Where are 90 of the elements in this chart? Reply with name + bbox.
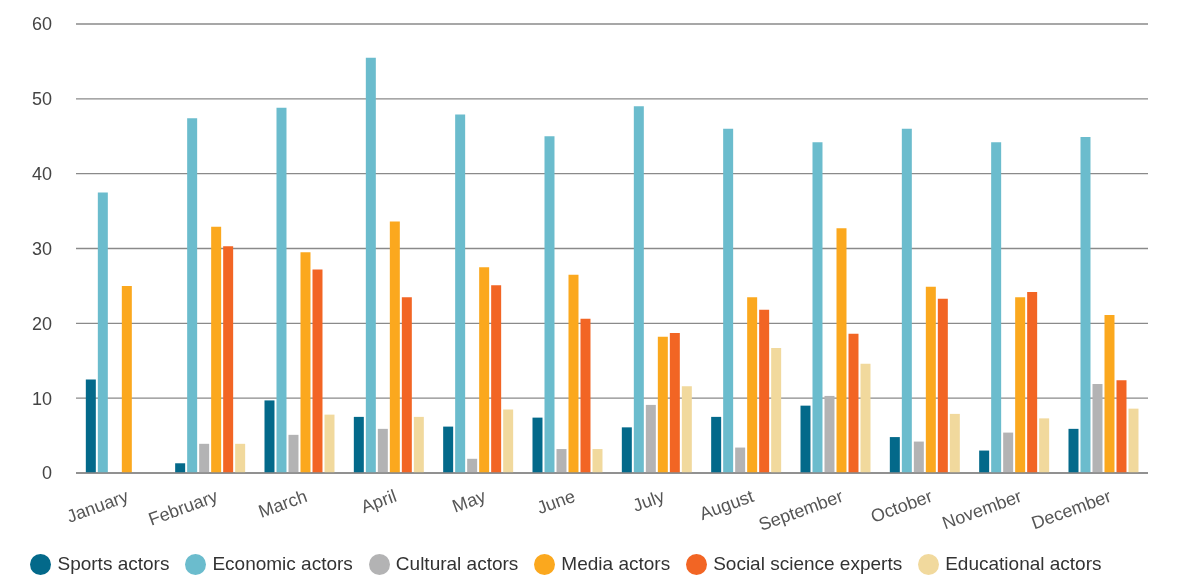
bar: [633, 106, 644, 473]
y-tick-label: 20: [31, 313, 52, 334]
bar: [365, 57, 376, 473]
bar: [1104, 315, 1115, 473]
y-tick-label: 0: [41, 463, 52, 484]
y-tick-label: 50: [31, 89, 52, 110]
legend-label: Media actors: [561, 553, 671, 574]
bar: [747, 297, 758, 473]
bar: [771, 348, 782, 473]
x-tick-label: March: [255, 485, 310, 522]
bar: [455, 114, 466, 473]
bar: [759, 309, 770, 473]
bar: [288, 434, 299, 473]
bar: [199, 443, 210, 473]
bar: [175, 463, 186, 473]
bar: [1116, 380, 1127, 473]
bar: [580, 318, 591, 473]
bar: [1003, 432, 1014, 473]
bar: [312, 269, 323, 473]
bar: [187, 118, 198, 473]
bar: [85, 379, 96, 473]
x-tick-label: January: [64, 485, 132, 527]
bar: [276, 107, 287, 473]
bar: [723, 128, 734, 473]
bar: [925, 286, 936, 473]
bar: [401, 297, 412, 473]
bar: [991, 142, 1002, 473]
bar: [735, 447, 746, 473]
bar: [860, 363, 871, 473]
bar: [1080, 137, 1091, 473]
bar: [645, 404, 656, 473]
bar: [1128, 408, 1139, 473]
bar: [1039, 418, 1050, 473]
bar: [657, 336, 668, 473]
bar: [353, 416, 364, 473]
bar: [479, 267, 490, 473]
bar: [1068, 428, 1079, 473]
y-tick-label: 30: [31, 238, 52, 259]
bar: [544, 136, 555, 473]
x-tick-label: August: [696, 485, 757, 524]
bar: [300, 252, 311, 473]
bar: [979, 450, 990, 473]
bar: [889, 437, 900, 473]
bar: [235, 443, 246, 473]
bar: [592, 449, 603, 473]
x-tick-label: April: [358, 485, 400, 518]
bar: [121, 285, 132, 473]
x-tick-label: June: [534, 485, 578, 519]
bar: [1092, 383, 1103, 473]
bar: [413, 416, 424, 473]
x-tick-label: July: [630, 485, 668, 516]
bar: [97, 192, 108, 473]
bar: [324, 414, 335, 473]
legend-label: Cultural actors: [395, 553, 519, 574]
y-tick-label: 40: [31, 164, 52, 185]
bar: [711, 416, 722, 473]
bar: [491, 285, 502, 473]
bar: [443, 426, 454, 473]
bar: [621, 427, 632, 473]
bar: [681, 386, 692, 473]
bar: [901, 128, 912, 473]
bar: [949, 413, 960, 473]
bar: [556, 449, 567, 473]
x-tick-label: October: [868, 485, 936, 527]
legend-label: Economic actors: [212, 553, 353, 574]
bar: [812, 142, 823, 473]
bar: [824, 395, 835, 473]
bar: [264, 400, 275, 473]
bar: [389, 221, 400, 473]
bar: [836, 228, 847, 473]
bar: [377, 428, 388, 473]
legend-label: Social science experts: [713, 553, 903, 574]
legend-label: Educational actors: [945, 553, 1102, 574]
bar: [937, 298, 948, 473]
bar: [532, 417, 543, 473]
bar: [1027, 291, 1038, 473]
bar: [1015, 297, 1026, 473]
bar: [223, 246, 234, 473]
bar: [211, 226, 222, 473]
bar: [848, 333, 859, 473]
bar: [467, 458, 478, 473]
bar: [669, 333, 680, 473]
bar: [800, 405, 811, 473]
y-tick-label: 60: [31, 14, 52, 35]
bar: [568, 274, 579, 473]
y-tick-label: 10: [31, 388, 52, 409]
bar: [913, 441, 924, 473]
bar: [503, 409, 514, 473]
legend-label: Sports actors: [57, 553, 170, 574]
x-tick-label: May: [449, 485, 489, 517]
